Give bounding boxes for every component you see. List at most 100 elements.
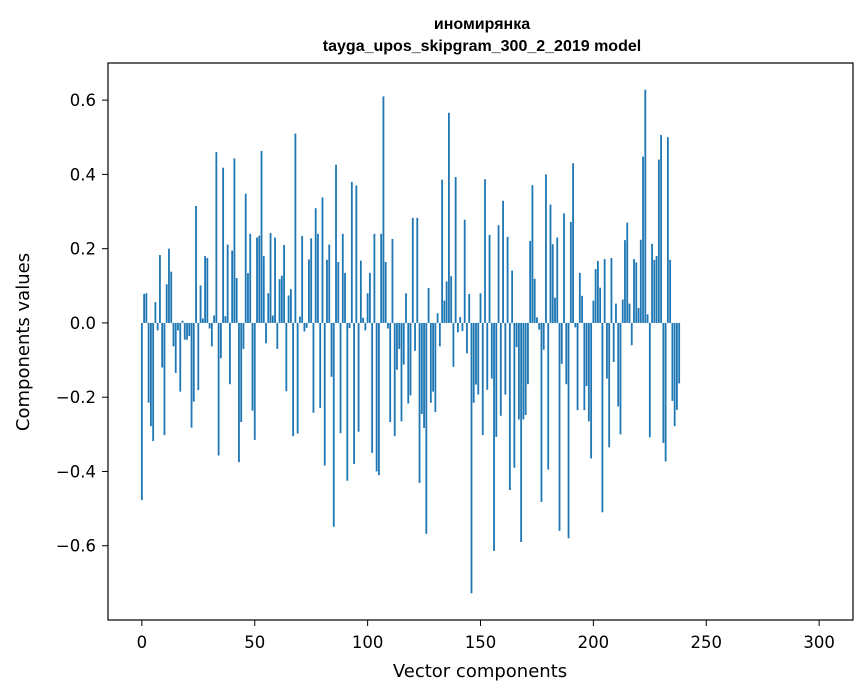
bar-232 bbox=[664, 322, 667, 462]
bar-171 bbox=[527, 322, 529, 385]
bar-123 bbox=[418, 322, 421, 483]
bar-229 bbox=[657, 159, 660, 323]
bar-195 bbox=[581, 295, 583, 323]
bar-188 bbox=[565, 322, 568, 385]
bar-224 bbox=[646, 314, 649, 323]
bar-148 bbox=[475, 322, 477, 385]
plot-frame bbox=[107, 62, 854, 621]
bar-144 bbox=[466, 322, 468, 354]
bar-101 bbox=[368, 272, 371, 323]
bar-25 bbox=[197, 322, 200, 391]
bar-103 bbox=[373, 233, 376, 323]
bar-84 bbox=[330, 322, 333, 377]
bar-15 bbox=[174, 322, 177, 374]
x-tick-label: 50 bbox=[244, 633, 265, 652]
bar-88 bbox=[339, 322, 342, 434]
bar-2 bbox=[145, 293, 148, 323]
bar-85 bbox=[332, 322, 335, 527]
bar-139 bbox=[454, 177, 457, 323]
bar-154 bbox=[488, 234, 491, 323]
bar-236 bbox=[673, 322, 676, 427]
bar-196 bbox=[583, 322, 586, 411]
bar-197 bbox=[585, 322, 588, 387]
bar-202 bbox=[596, 260, 599, 323]
bar-28 bbox=[204, 256, 206, 323]
bar-209 bbox=[612, 322, 615, 362]
bar-164 bbox=[511, 270, 514, 323]
y-tick-label: −0.4 bbox=[56, 462, 96, 481]
bar-223 bbox=[644, 89, 647, 323]
bar-9 bbox=[161, 322, 164, 368]
bar-177 bbox=[540, 322, 543, 502]
bar-12 bbox=[168, 248, 170, 323]
bar-138 bbox=[452, 322, 455, 367]
bar-111 bbox=[391, 239, 394, 323]
bar-47 bbox=[247, 273, 249, 323]
bar-39 bbox=[229, 322, 231, 385]
bar-120 bbox=[411, 217, 414, 323]
bar-137 bbox=[450, 276, 453, 323]
bar-7 bbox=[156, 322, 159, 331]
x-axis-ticks: 0 50 100 150 200 250 300 bbox=[137, 620, 835, 652]
bar-127 bbox=[427, 288, 430, 323]
bar-98 bbox=[362, 317, 365, 323]
bar-165 bbox=[513, 322, 516, 468]
bar-167 bbox=[517, 322, 520, 420]
y-tick-label: 0.4 bbox=[70, 165, 96, 184]
bar-220 bbox=[637, 308, 640, 323]
bar-32 bbox=[213, 315, 216, 323]
bar-130 bbox=[434, 322, 437, 413]
x-tick-label: 200 bbox=[578, 633, 610, 652]
bar-78 bbox=[317, 233, 319, 323]
bar-38 bbox=[226, 244, 229, 323]
bar-142 bbox=[461, 322, 464, 332]
bar-62 bbox=[280, 275, 283, 323]
bar-4 bbox=[149, 322, 152, 427]
bar-37 bbox=[224, 316, 227, 323]
bar-76 bbox=[312, 322, 315, 413]
x-tick-label: 250 bbox=[691, 633, 723, 652]
bar-160 bbox=[502, 200, 504, 323]
bar-124 bbox=[420, 322, 423, 414]
bar-8 bbox=[159, 254, 161, 323]
bar-182 bbox=[551, 244, 554, 323]
bar-95 bbox=[355, 185, 358, 323]
bar-36 bbox=[222, 167, 225, 323]
bar-153 bbox=[486, 322, 489, 390]
y-tick-label: 0.6 bbox=[70, 91, 96, 110]
bar-157 bbox=[495, 322, 498, 437]
bar-20 bbox=[186, 322, 188, 340]
bar-163 bbox=[508, 322, 511, 491]
bar-205 bbox=[603, 259, 606, 323]
bar-1 bbox=[143, 293, 146, 323]
bar-191 bbox=[572, 163, 574, 323]
bar-49 bbox=[251, 322, 254, 411]
bar-179 bbox=[545, 174, 547, 323]
bar-3 bbox=[147, 322, 150, 403]
bar-159 bbox=[499, 322, 502, 416]
bar-94 bbox=[353, 322, 355, 465]
bar-44 bbox=[240, 322, 243, 423]
bar-113 bbox=[396, 322, 398, 370]
bar-149 bbox=[477, 322, 480, 395]
bar-121 bbox=[414, 322, 416, 351]
bar-57 bbox=[269, 233, 272, 323]
bar-228 bbox=[655, 256, 658, 323]
bar-210 bbox=[615, 303, 617, 323]
bar-237 bbox=[676, 322, 678, 410]
bar-77 bbox=[314, 208, 317, 323]
bar-175 bbox=[536, 317, 538, 323]
bar-126 bbox=[425, 322, 428, 534]
bar-173 bbox=[531, 185, 534, 323]
bar-series bbox=[140, 89, 681, 594]
bar-29 bbox=[206, 257, 209, 323]
bar-207 bbox=[608, 322, 611, 448]
y-tick-label: −0.6 bbox=[56, 537, 96, 556]
bar-119 bbox=[409, 322, 412, 396]
bar-86 bbox=[335, 164, 337, 323]
bar-201 bbox=[594, 269, 597, 323]
bar-183 bbox=[554, 297, 556, 323]
bar-70 bbox=[298, 316, 301, 323]
bar-189 bbox=[567, 322, 570, 539]
